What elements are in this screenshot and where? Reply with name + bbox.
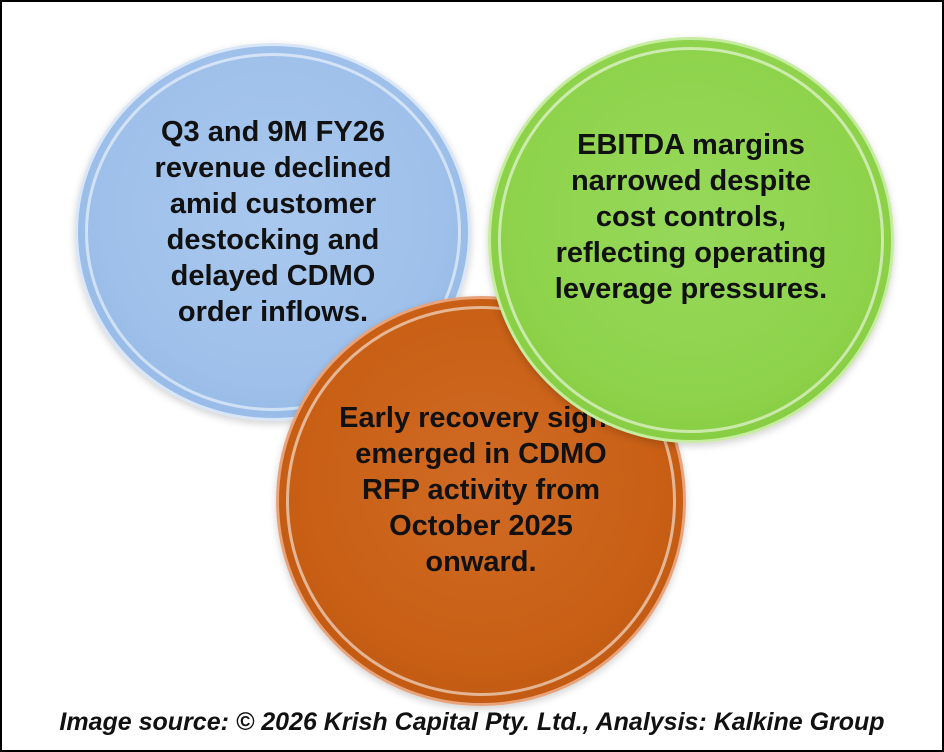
revenue-circle: Q3 and 9M FY26 revenue declined amid cus…: [75, 43, 471, 421]
ebitda-circle: EBITDA margins narrowed despite cost con…: [488, 37, 894, 443]
image-source-caption: Image source: © 2026 Krish Capital Pty. …: [59, 708, 885, 736]
ebitda-text: EBITDA margins narrowed despite cost con…: [554, 129, 828, 305]
revenue-text: Q3 and 9M FY26 revenue declined amid cus…: [154, 116, 392, 328]
recovery-text: Early recovery signs emerged in CDMO RFP…: [339, 402, 623, 578]
